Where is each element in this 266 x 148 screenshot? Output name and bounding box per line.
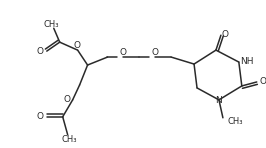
Text: NH: NH	[240, 57, 253, 66]
Text: O: O	[152, 48, 159, 57]
Text: O: O	[36, 112, 43, 121]
Text: O: O	[73, 41, 80, 50]
Text: O: O	[36, 47, 43, 56]
Text: O: O	[259, 77, 266, 86]
Text: CH₃: CH₃	[62, 135, 77, 144]
Text: O: O	[63, 95, 70, 104]
Text: CH₃: CH₃	[44, 20, 60, 29]
Text: O: O	[221, 30, 228, 39]
Text: N: N	[215, 96, 222, 105]
Text: CH₃: CH₃	[228, 117, 243, 126]
Text: O: O	[120, 48, 127, 57]
